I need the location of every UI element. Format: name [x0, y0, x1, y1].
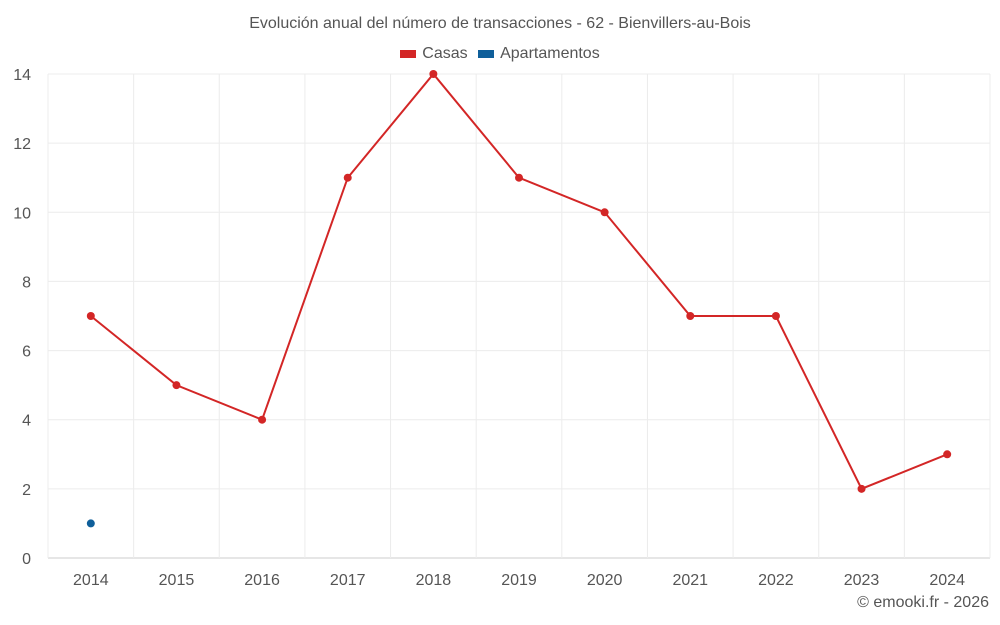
legend-item-casas[interactable]: Casas [400, 45, 468, 63]
x-tick-label: 2020 [587, 572, 623, 589]
x-tick-label: 2021 [672, 572, 708, 589]
x-tick-label: 2024 [929, 572, 965, 589]
data-point-casas [600, 208, 609, 217]
data-point-casas [686, 312, 695, 320]
x-tick-label: 2023 [844, 572, 880, 589]
x-tick-label: 2016 [244, 572, 280, 589]
y-tick-label: 8 [22, 274, 31, 291]
x-tick-label: 2019 [501, 572, 537, 589]
legend-item-apartamentos[interactable]: Apartamentos [478, 45, 600, 63]
y-tick-label: 6 [22, 344, 31, 361]
chart-legend: Casas Apartamentos [0, 45, 1000, 63]
y-tick-label: 4 [22, 413, 31, 430]
data-point-casas [172, 381, 181, 390]
x-tick-label: 2022 [758, 572, 794, 589]
data-point-casas [857, 484, 866, 493]
x-tick-label: 2017 [330, 572, 366, 589]
data-point-casas [429, 70, 438, 78]
data-point-casas [86, 312, 95, 320]
data-point-apartamentos [86, 519, 95, 528]
x-tick-label: 2015 [159, 572, 195, 589]
data-point-casas [771, 312, 780, 320]
y-tick-label: 0 [22, 551, 31, 568]
x-tick-label: 2014 [73, 572, 109, 589]
data-point-casas [258, 415, 267, 424]
legend-label-apartamentos: Apartamentos [500, 45, 600, 62]
legend-label-casas: Casas [422, 45, 468, 62]
legend-swatch-casas [400, 50, 417, 58]
legend-swatch-apartamentos [478, 50, 495, 58]
data-point-casas [943, 450, 952, 459]
data-point-casas [343, 173, 352, 182]
y-tick-label: 2 [22, 482, 31, 499]
chart-title: Evolución anual del número de transaccio… [249, 15, 751, 32]
y-tick-label: 14 [13, 67, 31, 84]
y-tick-label: 10 [13, 205, 31, 222]
data-point-casas [515, 173, 523, 182]
credit-text: © emooki.fr - 2026 [857, 594, 989, 611]
y-tick-label: 12 [13, 136, 31, 153]
x-tick-label: 2018 [416, 572, 452, 589]
